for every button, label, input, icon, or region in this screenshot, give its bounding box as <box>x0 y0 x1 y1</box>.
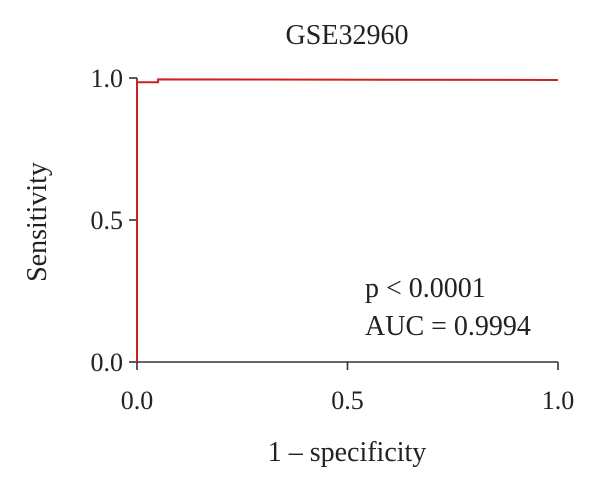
chart-title: GSE32960 <box>286 20 409 51</box>
x-axis-ticks: 0.0 0.5 1.0 <box>121 362 575 415</box>
x-tick-label: 0.0 <box>121 386 154 415</box>
series-group <box>136 78 559 362</box>
y-tick-label: 0.5 <box>91 206 124 235</box>
x-tick-label: 0.5 <box>331 386 364 415</box>
roc-curve-line <box>136 78 559 362</box>
y-axis-label: Sensitivity <box>22 162 53 282</box>
auc-annotation: AUC = 0.9994 <box>365 311 531 342</box>
p-value-annotation: p < 0.0001 <box>365 273 486 304</box>
y-tick-label: 0.0 <box>91 348 124 377</box>
y-axis-ticks: 0.0 0.5 1.0 <box>91 64 137 377</box>
y-tick-label: 1.0 <box>91 64 124 93</box>
x-tick-label: 1.0 <box>542 386 575 415</box>
x-axis-label: 1 – specificity <box>268 437 427 468</box>
